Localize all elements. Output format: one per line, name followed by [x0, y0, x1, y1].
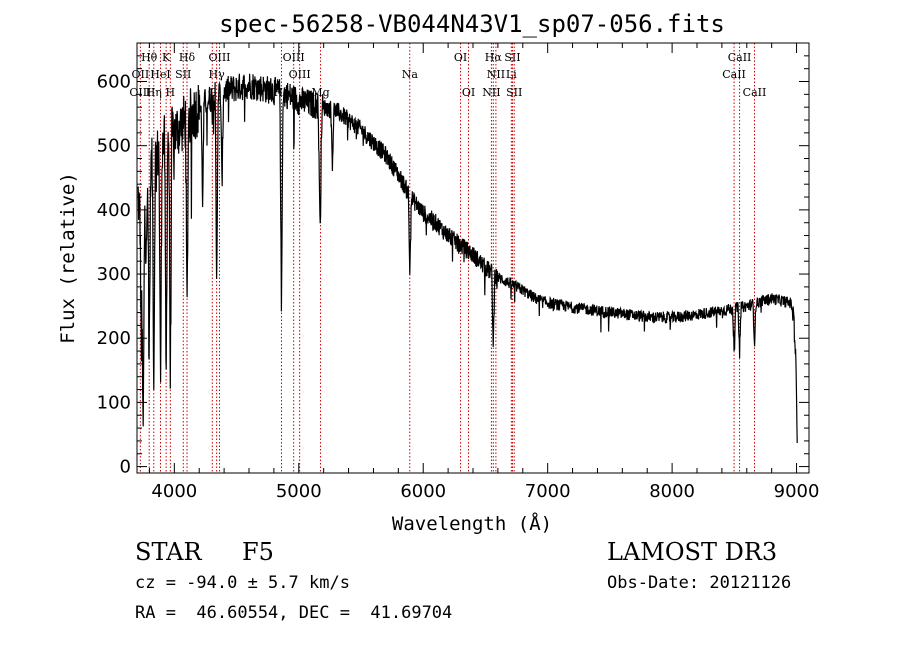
y-tick-label: 200 — [97, 328, 131, 349]
line-label: CaII — [728, 51, 752, 64]
line-label: K — [162, 51, 171, 64]
line-label: OI — [462, 86, 475, 99]
y-tick-label: 300 — [97, 264, 131, 285]
line-label: Hδ — [179, 51, 196, 64]
spectrum-chart: spec-56258-VB044N43V1_sp07-056.fits Hθ K H… — [57, 10, 820, 535]
x-tick-label: 6000 — [400, 481, 446, 502]
line-label: SII — [506, 86, 522, 99]
line-label: OIII — [129, 86, 151, 99]
axis-ticks: 4000 5000 6000 7000 8000 9000 0 100 200 300 400 500… — [97, 43, 820, 502]
line-label: OIII — [208, 51, 230, 64]
line-label: SII — [504, 51, 520, 64]
coordinates-readout: RA = 46.60554, DEC = 41.69704 — [135, 603, 453, 623]
line-label: OII — [132, 68, 150, 81]
line-label: NII — [482, 86, 500, 99]
object-class: STAR — [135, 538, 202, 566]
line-label: HeI — [150, 68, 170, 81]
line-label: OIII — [283, 51, 305, 64]
obs-date: Obs-Date: 20121126 — [607, 573, 792, 593]
line-label: Mg — [311, 86, 329, 99]
line-label: CaII — [722, 68, 746, 81]
x-tick-label: 5000 — [276, 481, 322, 502]
x-tick-label: 7000 — [525, 481, 571, 502]
spectrum-line — [137, 73, 798, 444]
y-tick-label: 500 — [97, 136, 131, 157]
emission-absorption-lines — [139, 43, 755, 473]
x-tick-label: 4000 — [151, 481, 197, 502]
line-label: OIII — [289, 68, 311, 81]
y-tick-label: 0 — [120, 457, 131, 478]
y-axis-label: Flux (relative) — [57, 172, 79, 344]
y-tick-label: 100 — [97, 392, 131, 413]
line-label: H — [166, 86, 176, 99]
x-tick-label: 8000 — [649, 481, 695, 502]
chart-title: spec-56258-VB044N43V1_sp07-056.fits — [219, 10, 725, 38]
line-label: Hη — [146, 86, 162, 99]
line-label: CaII — [743, 86, 767, 99]
spectrum-trace — [137, 73, 798, 444]
redshift-readout: cz = -94.0 ± 5.7 km/s — [135, 573, 350, 593]
line-label: Hγ — [209, 68, 226, 81]
x-tick-label: 9000 — [774, 481, 820, 502]
line-label: Hα — [485, 51, 503, 64]
line-label: SII — [175, 68, 191, 81]
line-label: OI — [454, 51, 467, 64]
y-tick-label: 400 — [97, 200, 131, 221]
line-label: Li — [506, 68, 517, 81]
line-label: NII — [487, 68, 505, 81]
x-axis-label: Wavelength (Å) — [392, 512, 552, 535]
line-label: Hθ — [141, 51, 158, 64]
line-label: Na — [402, 68, 419, 81]
y-tick-label: 600 — [97, 72, 131, 93]
subclass: F5 — [242, 538, 274, 566]
survey-name: LAMOST DR3 — [607, 538, 778, 566]
